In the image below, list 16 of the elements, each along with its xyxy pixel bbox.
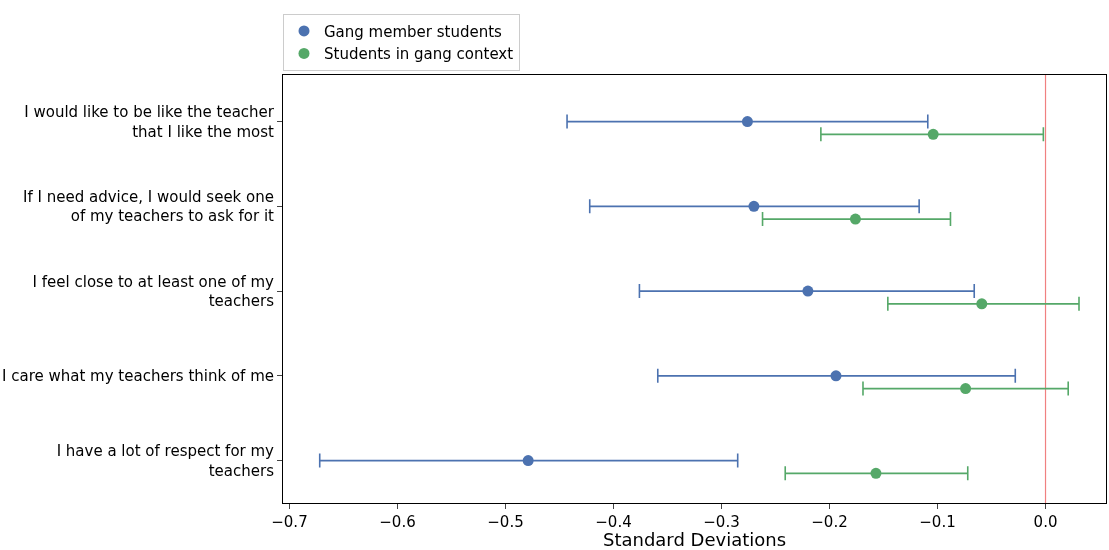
x-tick-label: −0.3 bbox=[703, 513, 740, 531]
y-tick-label: I care what my teachers think of me bbox=[2, 367, 274, 386]
y-tick-label: I have a lot of respect for my teachers bbox=[56, 442, 275, 480]
x-tick-label: −0.1 bbox=[919, 513, 956, 531]
legend-label: Gang member students bbox=[324, 22, 503, 41]
x-tick-label: 0.0 bbox=[1033, 513, 1058, 531]
y-tick-label: I feel close to at least one of my teachers bbox=[32, 272, 275, 311]
x-tick-label: −0.2 bbox=[811, 513, 848, 531]
x-tick-label: −0.7 bbox=[271, 513, 308, 531]
legend-label: Students in gang context bbox=[324, 45, 514, 64]
x-tick-label: −0.5 bbox=[487, 513, 524, 531]
x-axis-title: Standard Deviations bbox=[602, 529, 787, 550]
y-tick-label: I would like to be like the teacher that I like the most bbox=[24, 103, 275, 141]
x-tick-label: −0.4 bbox=[595, 513, 632, 531]
x-tick-label: −0.6 bbox=[379, 513, 416, 531]
y-tick-label: If I need advice, I would seek one of my teachers to ask for it bbox=[23, 187, 275, 226]
